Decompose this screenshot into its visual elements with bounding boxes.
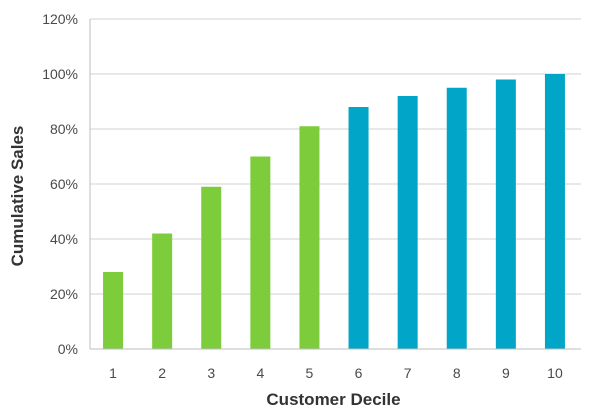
x-tick-label: 1 xyxy=(109,365,117,381)
y-axis-ticks: 0% 20% 40% 60% 80% 100% 120% xyxy=(42,11,78,357)
y-tick-label: 60% xyxy=(50,176,78,192)
x-axis-title: Customer Decile xyxy=(266,390,400,409)
bar-decile-4 xyxy=(250,156,271,349)
x-tick-label: 10 xyxy=(547,365,563,381)
y-tick-label: 120% xyxy=(42,11,78,27)
x-tick-label: 5 xyxy=(306,365,314,381)
x-tick-label: 6 xyxy=(355,365,363,381)
bar-decile-1 xyxy=(103,272,124,349)
bar-decile-6 xyxy=(348,107,369,349)
x-tick-label: 9 xyxy=(502,365,510,381)
bar-decile-2 xyxy=(152,233,173,349)
y-tick-label: 80% xyxy=(50,121,78,137)
bar-decile-7 xyxy=(397,96,418,349)
y-axis-title: Cumulative Sales xyxy=(8,126,27,267)
x-tick-label: 3 xyxy=(207,365,215,381)
bar-decile-8 xyxy=(446,87,467,349)
x-tick-label: 4 xyxy=(256,365,264,381)
bars xyxy=(103,74,565,349)
y-tick-label: 0% xyxy=(58,341,78,357)
bar-decile-10 xyxy=(544,74,565,349)
y-tick-label: 40% xyxy=(50,231,78,247)
bar-decile-9 xyxy=(495,79,516,349)
bar-decile-5 xyxy=(299,126,320,349)
x-tick-label: 2 xyxy=(158,365,166,381)
bar-decile-3 xyxy=(201,186,222,349)
y-tick-label: 100% xyxy=(42,66,78,82)
x-tick-label: 7 xyxy=(404,365,412,381)
x-tick-label: 8 xyxy=(453,365,461,381)
y-tick-label: 20% xyxy=(50,286,78,302)
x-axis-ticks: 1 2 3 4 5 6 7 8 9 10 xyxy=(109,365,563,381)
